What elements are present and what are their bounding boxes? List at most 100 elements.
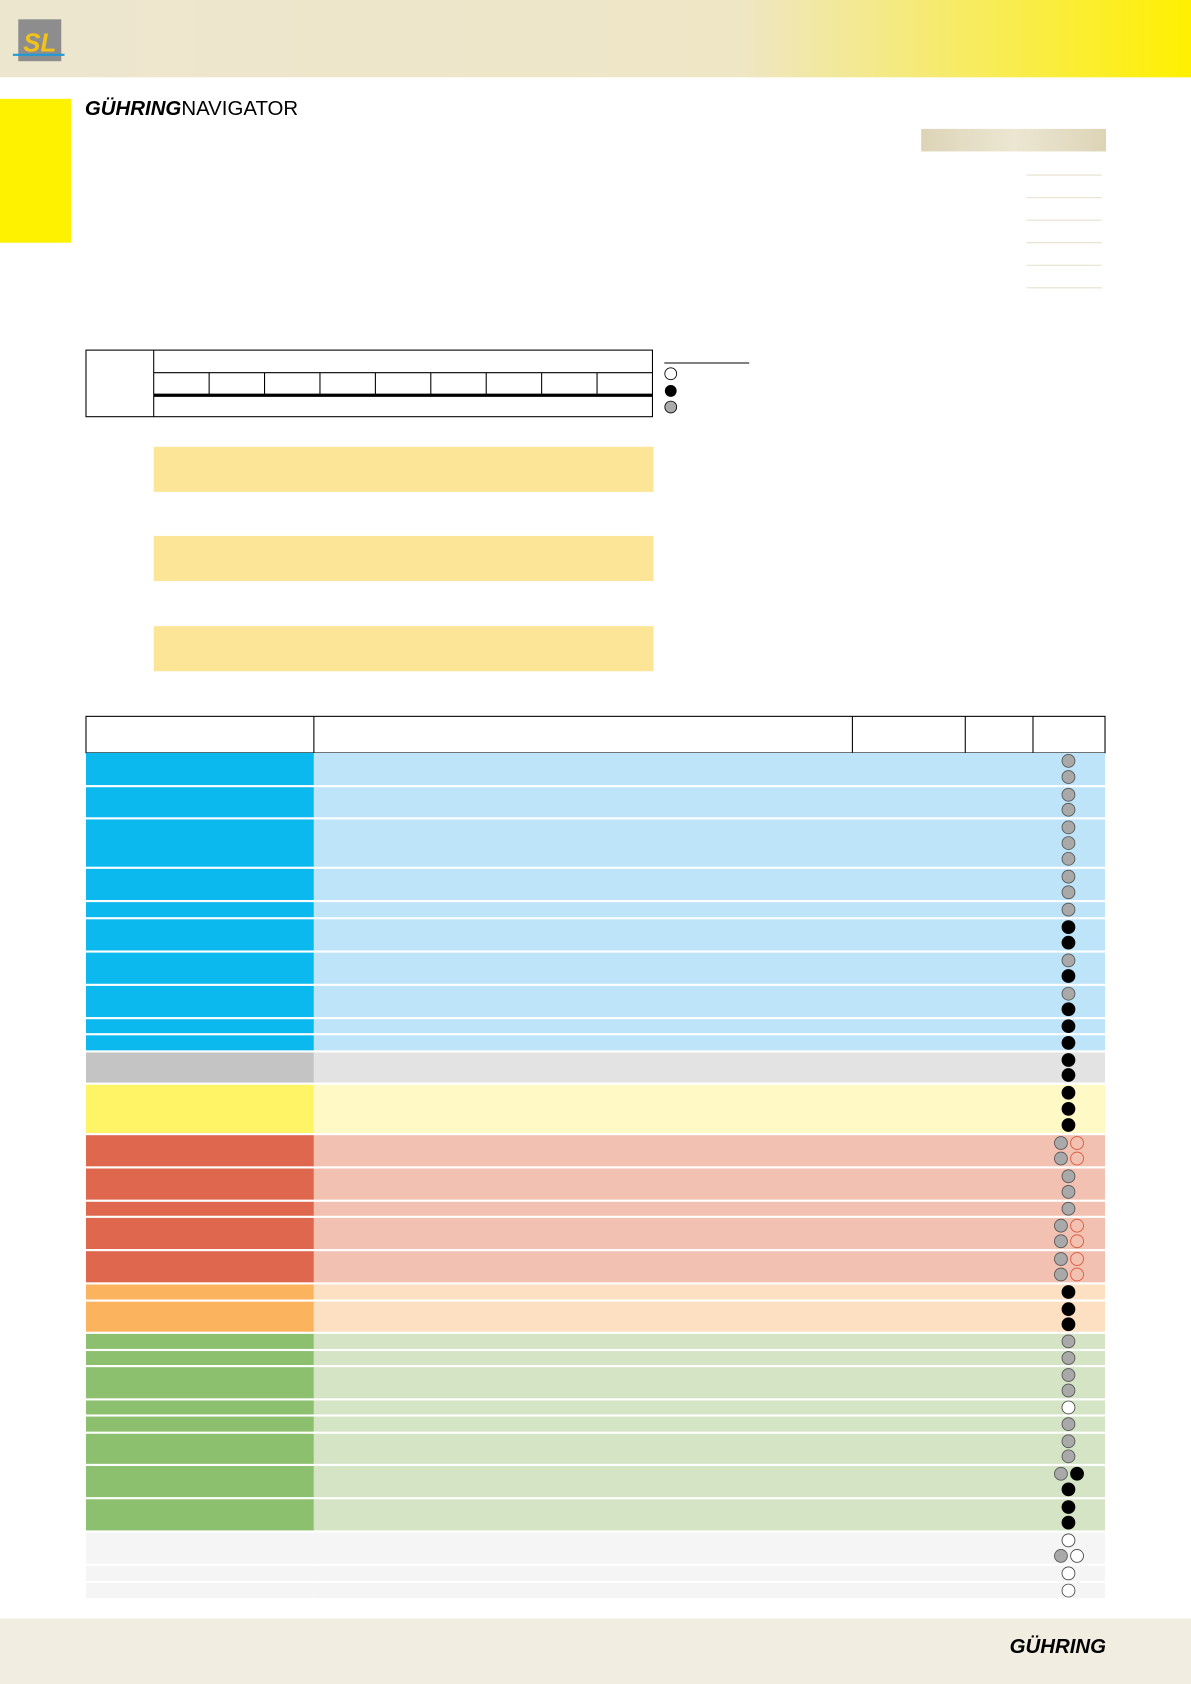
row-body-cell	[313, 1367, 1106, 1399]
row-label-cell	[85, 787, 314, 818]
symbol	[1061, 1383, 1076, 1398]
symbol	[1061, 1417, 1076, 1431]
symbol	[1061, 1019, 1076, 1034]
row-label-cell	[85, 919, 314, 951]
row-label-cell	[85, 1052, 314, 1083]
symbol	[1061, 820, 1076, 835]
symbol	[1070, 1234, 1084, 1249]
symbol	[1061, 953, 1076, 968]
symbol	[1061, 770, 1076, 784]
row-body-cell	[313, 1532, 1106, 1564]
row-body-cell	[313, 1333, 1106, 1349]
row-label-cell	[85, 1251, 314, 1283]
symbol	[1061, 1035, 1076, 1050]
symbol	[1061, 1368, 1076, 1382]
legend	[664, 362, 750, 414]
row-label-cell	[85, 1499, 314, 1531]
symbol	[1061, 1302, 1076, 1317]
symbol	[1061, 1285, 1076, 1299]
row-body-cell	[313, 1465, 1106, 1498]
symbol	[1054, 1267, 1068, 1282]
symbol	[1061, 754, 1076, 768]
row-body-cell	[313, 1284, 1106, 1300]
symbol	[1054, 1218, 1068, 1233]
row-body-cell	[313, 952, 1106, 984]
symbol	[1061, 1201, 1076, 1216]
row-label-cell	[85, 1201, 314, 1216]
footer-band	[0, 1618, 1191, 1684]
row-label-cell	[85, 1565, 314, 1581]
row-label-cell	[85, 1416, 314, 1432]
symbol	[1061, 1400, 1076, 1415]
small-table	[85, 349, 654, 418]
row-body-cell	[313, 1168, 1106, 1200]
row-body-cell	[313, 819, 1106, 867]
main-table-header	[85, 715, 1106, 754]
row-body-cell	[313, 1019, 1106, 1034]
header-frame	[85, 715, 1106, 754]
symbol	[1061, 1053, 1076, 1067]
header-bar	[921, 128, 1107, 152]
footer-brand: GÜHRING	[1010, 1635, 1107, 1658]
symbol	[1061, 986, 1076, 1001]
symbol	[1061, 869, 1076, 884]
symbol	[1061, 836, 1076, 850]
symbol	[1054, 1549, 1068, 1563]
symbol	[1061, 1449, 1076, 1464]
row-body-cell	[313, 1583, 1106, 1599]
row-label-cell	[85, 752, 314, 786]
row-body-cell	[313, 1499, 1106, 1531]
symbol	[1061, 1184, 1076, 1199]
brand: GÜHRINGNAVIGATOR	[85, 97, 298, 120]
symbol	[1061, 1566, 1076, 1581]
brand-bold: GÜHRING	[85, 97, 182, 120]
symbol	[1061, 1434, 1076, 1449]
brand-light: NAVIGATOR	[181, 98, 298, 120]
symbol	[1061, 1334, 1076, 1349]
row-label-cell	[85, 1333, 314, 1349]
row-label-cell	[85, 985, 314, 1018]
row-body-cell	[313, 1135, 1106, 1167]
row-body-cell	[313, 752, 1106, 786]
symbol	[1061, 1068, 1076, 1082]
symbol	[1061, 1500, 1076, 1514]
row-label-cell	[85, 1583, 314, 1599]
row-label-cell	[85, 1532, 314, 1564]
small-table-frame	[85, 349, 654, 418]
row-label-cell	[85, 1301, 314, 1332]
symbol	[1061, 1002, 1076, 1017]
row-label-cell	[85, 1351, 314, 1366]
row-body-cell	[313, 1201, 1106, 1216]
symbol	[1061, 1533, 1076, 1548]
row-body-cell	[313, 902, 1106, 918]
row-label-cell	[85, 1084, 314, 1134]
legend-circle	[664, 400, 678, 414]
small-table-cells	[208, 372, 598, 396]
symbol	[1061, 1085, 1076, 1100]
row-body-cell	[313, 1416, 1106, 1432]
row-label-cell	[85, 819, 314, 867]
row-body-cell	[313, 1351, 1106, 1366]
logo: SL	[12, 19, 65, 62]
row-label-cell	[85, 952, 314, 984]
row-label-cell	[85, 1035, 314, 1051]
symbol	[1061, 1169, 1076, 1184]
symbol	[1061, 935, 1076, 950]
symbol	[1061, 969, 1076, 983]
row-body-cell	[313, 787, 1106, 818]
symbol	[1070, 1218, 1084, 1233]
row-body-cell	[313, 1400, 1106, 1415]
row-label-cell	[85, 902, 314, 918]
symbol	[1054, 1252, 1068, 1266]
symbol	[1061, 1515, 1076, 1530]
symbol	[1061, 902, 1076, 917]
thin-lines	[1026, 174, 1102, 289]
symbol	[1070, 1267, 1084, 1282]
symbol	[1061, 1118, 1076, 1132]
row-label-cell	[85, 1400, 314, 1415]
symbol	[1061, 1482, 1076, 1497]
symbol	[1070, 1549, 1084, 1563]
row-label-cell	[85, 868, 314, 900]
side-tab	[0, 98, 71, 243]
